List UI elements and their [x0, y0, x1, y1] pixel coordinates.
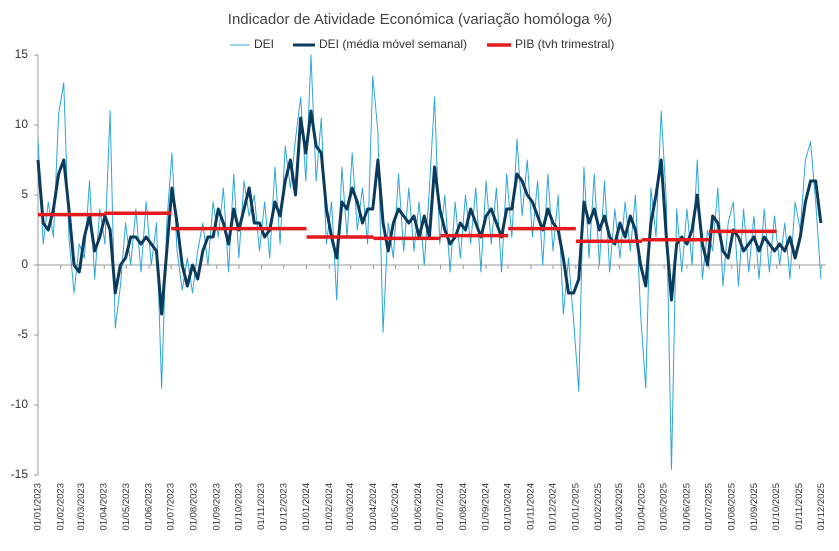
x-tick-label: 01/03/2023 — [76, 483, 87, 531]
legend-label: PIB (tvh trimestral) — [515, 37, 614, 51]
x-tick-label: 01/04/2024 — [368, 483, 379, 531]
chart-title: Indicador de Atividade Económica (variaç… — [228, 11, 612, 28]
x-tick-label: 01/10/2023 — [233, 483, 244, 531]
x-tick-label: 01/10/2024 — [503, 483, 514, 531]
x-tick-label: 01/11/2024 — [525, 483, 536, 530]
x-tick-label: 01/03/2025 — [614, 483, 625, 531]
x-tick-label: 01/12/2025 — [816, 483, 827, 531]
y-tick-label: -5 — [17, 327, 28, 341]
x-tick-label: 01/06/2025 — [681, 483, 692, 531]
x-tick-label: 01/04/2025 — [637, 483, 648, 531]
x-tick-label: 01/09/2024 — [481, 483, 492, 531]
x-tick-label: 01/02/2023 — [55, 483, 66, 531]
x-tick-label: 01/01/2024 — [301, 483, 312, 531]
x-tick-label: 01/01/2023 — [33, 483, 44, 531]
x-tick-label: 01/03/2024 — [345, 483, 356, 531]
legend-label: DEI (média móvel semanal) — [319, 37, 467, 51]
x-tick-label: 01/05/2023 — [121, 483, 132, 531]
x-tick-label: 01/05/2024 — [390, 483, 401, 531]
x-tick-label: 01/07/2025 — [704, 483, 715, 531]
legend-label: DEI — [254, 37, 274, 51]
y-tick-label: -10 — [11, 397, 29, 411]
y-tick-label: 0 — [21, 257, 28, 271]
x-tick-label: 01/04/2023 — [99, 483, 110, 531]
x-tick-label: 01/08/2023 — [188, 483, 199, 531]
x-tick-label: 01/05/2025 — [659, 483, 670, 531]
x-tick-label: 01/02/2024 — [324, 483, 335, 531]
x-tick-label: 01/08/2024 — [458, 483, 469, 531]
series-line — [37, 54, 822, 470]
x-tick-label: 01/10/2025 — [771, 483, 782, 531]
x-tick-label: 01/11/2023 — [256, 483, 267, 530]
x-tick-label: 01/01/2025 — [570, 483, 581, 531]
x-tick-label: 01/02/2025 — [593, 483, 604, 531]
y-tick-label: -15 — [11, 467, 29, 481]
x-tick-label: 01/11/2025 — [794, 483, 805, 530]
x-tick-label: 01/09/2023 — [211, 483, 222, 531]
x-tick-label: 01/12/2023 — [278, 483, 289, 531]
y-tick-label: 5 — [21, 187, 28, 201]
y-tick-label: 10 — [15, 117, 29, 131]
y-tick-label: 15 — [15, 47, 29, 61]
x-tick-label: 01/07/2023 — [166, 483, 177, 531]
x-tick-label: 01/12/2024 — [548, 483, 559, 531]
x-tick-label: 01/07/2024 — [435, 483, 446, 531]
x-tick-label: 01/06/2023 — [144, 483, 155, 531]
x-tick-label: 01/09/2025 — [749, 483, 760, 531]
x-tick-label: 01/06/2024 — [413, 483, 424, 531]
x-tick-label: 01/08/2025 — [726, 483, 737, 531]
